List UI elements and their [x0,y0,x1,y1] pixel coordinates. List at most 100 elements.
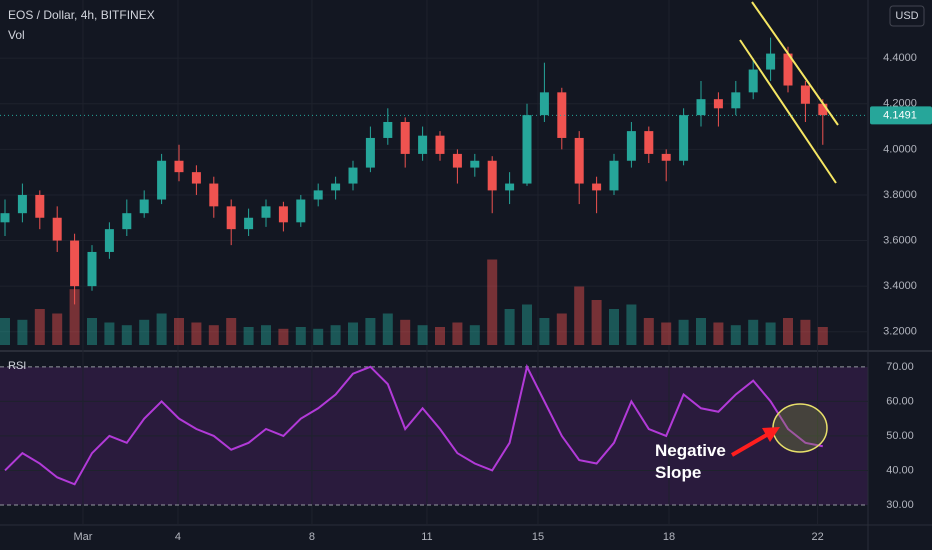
candle-body [35,194,45,218]
x-tick-label: 22 [811,531,823,543]
candle-body [818,103,828,116]
x-tick-label: 11 [421,531,432,543]
candle-body [626,131,636,161]
volume-bar [556,313,567,345]
last-price-label: 4.1491 [883,109,917,121]
volume-bar [243,327,254,345]
volume-bar [400,319,411,345]
volume-bar [800,319,811,345]
volume-bar [156,313,167,345]
volume-bar [504,309,515,345]
y-tick-label: 50.00 [886,430,914,442]
volume-bar [330,325,341,345]
y-tick-label: 4.0000 [883,143,917,155]
y-tick-label: 4.4000 [883,52,917,64]
volume-bar [278,328,289,345]
volume-bar [104,322,115,345]
candle-body [557,92,567,138]
volume-bar [313,328,324,345]
candle-body [400,121,410,154]
highlight-ellipse [772,403,828,453]
volume-bar [52,313,63,345]
volume-bar [0,318,10,345]
marks: 4.1491 [0,37,932,486]
arrow-head [762,427,780,442]
volume-bar [69,289,80,345]
candle-body [383,121,393,138]
rsi-title: RSI [8,360,26,372]
candle-body [522,115,532,184]
candle-body [696,99,706,116]
volume-bar [591,300,602,345]
candle-body [783,53,793,86]
volume-bar [226,318,237,345]
candle-body [139,199,149,214]
candle-body [800,85,810,104]
volume-bar [626,304,637,345]
last-price-box [870,106,932,125]
candle-body [209,183,219,207]
trend-line [739,39,837,184]
volume-bar [139,319,150,345]
candle-body [766,53,776,70]
volume-bar [17,319,28,345]
volume-bar [730,325,741,345]
volume-bar [87,318,97,345]
y-tick-label: 3.4000 [883,280,917,292]
candle-body [713,99,723,109]
candle-body [278,206,288,223]
candle-body [0,213,10,223]
candle-body [87,251,97,287]
volume-bar [817,327,828,345]
candle-body [70,240,80,287]
candle-body [452,153,462,168]
x-tick-label: 15 [532,531,544,543]
y-tick-label: 70.00 [886,361,914,373]
volume-bar [469,325,480,345]
volume-bar [417,325,428,345]
y-tick-label: 3.8000 [883,189,917,201]
candle-body [679,115,689,161]
candle-body [748,69,758,93]
candle-body [191,172,201,184]
volume-bar [643,318,654,345]
volume-bar [783,318,793,345]
currency-box[interactable] [889,5,925,27]
volume-bar [713,322,724,345]
candle-body [609,160,619,191]
trend-line [751,1,839,126]
candle-body [313,190,323,200]
arrow-shaft [730,431,772,457]
candle-body [157,160,167,200]
x-tick-label: 4 [175,531,181,543]
candle-body [539,92,549,116]
y-tick-label: 30.00 [886,499,914,511]
y-tick-label: 3.2000 [883,326,917,338]
candle-body [331,183,341,191]
volume-bar [382,313,393,345]
candle-body [226,206,236,230]
volume-bar [348,322,358,345]
y-tick-label: 60.00 [886,395,914,407]
volume-bar [522,304,532,345]
candle-body [348,167,358,184]
candle-body [104,229,114,252]
candle-body [661,153,671,161]
candle-body [174,160,184,173]
volume-bar [765,322,776,345]
volume-bar [34,309,45,345]
candle-body [261,206,271,218]
currency[interactable]: USD [895,10,918,22]
x-tick-label: Mar [73,531,92,543]
candle-body [592,183,602,191]
volume-bar [539,318,550,345]
candle-body [365,137,375,168]
candle-body [644,131,654,154]
volume-bar [121,325,132,345]
candle-body [244,217,254,230]
volume-bar [748,319,759,345]
candle-body [418,135,428,154]
volume-bar [487,259,498,345]
volume-bar [696,318,706,345]
